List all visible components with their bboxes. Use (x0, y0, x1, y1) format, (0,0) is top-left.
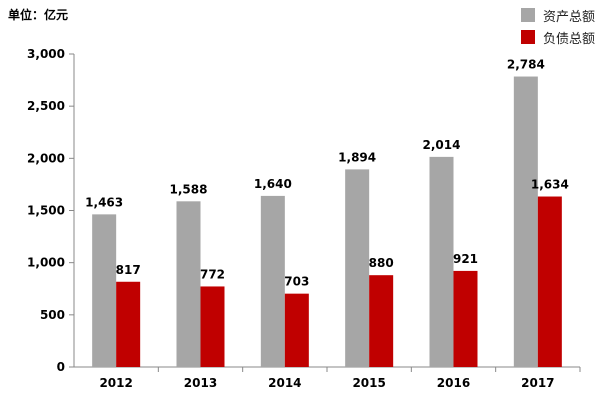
y-tick-label: 500 (40, 308, 65, 322)
legend-swatch-liabilities (521, 30, 535, 44)
bar-liabilities (116, 281, 141, 367)
bar-liabilities (453, 270, 478, 367)
bar-liabilities (200, 286, 225, 367)
y-tick-label: 2,500 (27, 99, 65, 113)
data-label-assets: 1,640 (254, 177, 292, 191)
legend-swatch-assets (521, 8, 535, 22)
legend: 资产总额 负债总额 (521, 6, 595, 50)
y-tick-label: 1,500 (27, 204, 65, 218)
bar-assets (429, 156, 454, 367)
x-tick-label: 2016 (437, 376, 470, 390)
bar-assets (513, 76, 538, 367)
x-tick-label: 2017 (521, 376, 554, 390)
x-tick-label: 2013 (184, 376, 217, 390)
legend-label-assets: 资产总额 (543, 9, 596, 25)
data-label-liabilities: 817 (116, 263, 141, 277)
data-label-assets: 1,588 (170, 182, 208, 196)
y-tick-label: 2,000 (27, 151, 65, 165)
data-label-assets: 2,014 (423, 138, 461, 152)
legend-item-liabilities: 负债总额 (521, 28, 596, 47)
y-tick-label: 3,000 (27, 47, 65, 61)
legend-label-liabilities: 负债总额 (543, 31, 596, 47)
data-label-assets: 1,894 (338, 150, 376, 164)
bar-liabilities (537, 196, 562, 367)
x-tick-label: 2014 (268, 376, 301, 390)
data-label-assets: 2,784 (507, 58, 545, 72)
unit-label: 单位：亿元 (8, 8, 69, 22)
bar-assets (92, 214, 117, 367)
data-label-liabilities: 921 (453, 252, 478, 266)
x-tick-label: 2015 (352, 376, 385, 390)
x-tick-label: 2012 (99, 376, 132, 390)
data-label-liabilities: 772 (200, 267, 225, 281)
bar-assets (260, 195, 285, 367)
legend-item-assets: 资产总额 (521, 6, 596, 25)
bar-assets (345, 169, 370, 367)
y-tick-label: 1,000 (27, 256, 65, 270)
data-label-liabilities: 1,634 (531, 178, 569, 192)
data-label-assets: 1,463 (85, 195, 123, 209)
bar-liabilities (369, 275, 394, 367)
bar-assets (176, 201, 201, 367)
bar-liabilities (284, 293, 309, 367)
y-tick-label: 0 (57, 360, 65, 374)
data-label-liabilities: 880 (369, 256, 394, 270)
data-label-liabilities: 703 (284, 275, 309, 289)
